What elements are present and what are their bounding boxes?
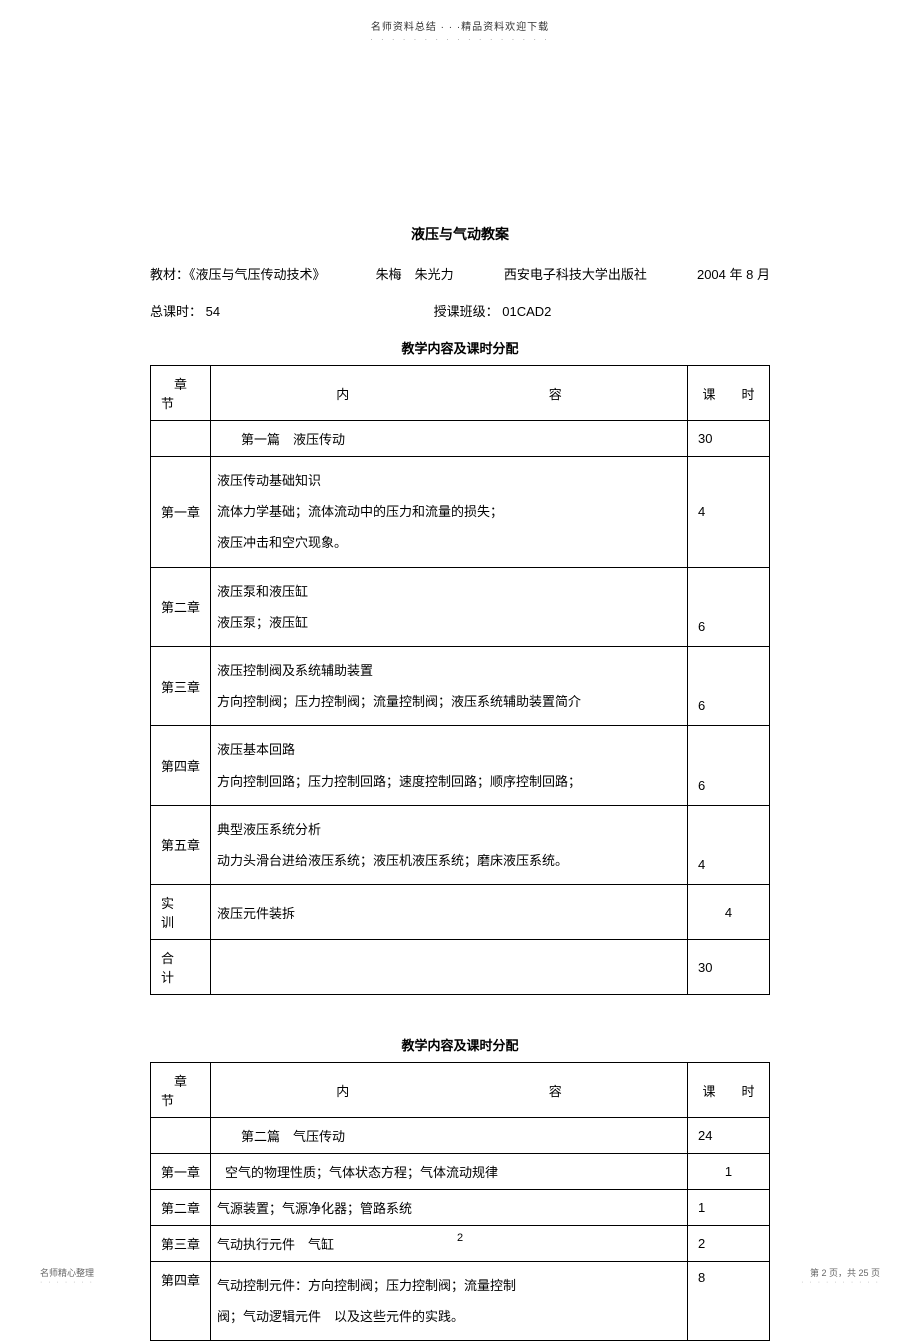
table1-ch1-title: 液压传动基础知识: [217, 465, 681, 496]
table1-ch5-detail: 动力头滑台进给液压系统；液压机液压系统；磨床液压系统。: [217, 845, 681, 876]
table1-header-hours: 课 时: [688, 366, 770, 421]
table1-practice-hours: 4: [688, 885, 770, 940]
footer-left-text: 名师精心整理: [40, 1266, 94, 1279]
footer-right: 第 2 页，共 25 页 · · · · · · · · · ·: [801, 1266, 880, 1286]
table2-part-chapter: [151, 1118, 211, 1154]
footer-right-dots: · · · · · · · · · ·: [801, 1279, 880, 1286]
table-row: 第三章 液压控制阀及系统辅助装置 方向控制阀；压力控制阀；流量控制阀；液压系统辅…: [151, 646, 770, 725]
textbook-label: 教材：《液压与气压传动技术》: [150, 264, 326, 283]
table2-ch2-hours: 1: [688, 1190, 770, 1226]
table2-ch4-content: 气动控制元件：方向控制阀；压力控制阀；流量控制 阀；气动逻辑元件 以及这些元件的…: [211, 1262, 688, 1341]
table-row: 第四章 气动控制元件：方向控制阀；压力控制阀；流量控制 阀；气动逻辑元件 以及这…: [151, 1262, 770, 1341]
authors: 朱梅 朱光力: [376, 264, 454, 283]
page-number: 2: [0, 1232, 920, 1244]
table2-header-content-left: 内: [238, 1081, 447, 1100]
table1-header-chapter: 章 节: [151, 366, 211, 421]
table1-practice-row: 实 训 液压元件装拆 4: [151, 885, 770, 940]
table1-ch2-content: 液压泵和液压缸 液压泵；液压缸: [211, 567, 688, 646]
table-row: 第四章 液压基本回路 方向控制回路；压力控制回路；速度控制回路；顺序控制回路； …: [151, 726, 770, 805]
table-row: 第二章 液压泵和液压缸 液压泵；液压缸 6: [151, 567, 770, 646]
table1-total-content: [211, 940, 688, 995]
table1-total-row: 合 计 30: [151, 940, 770, 995]
table1-ch5-title: 典型液压系统分析: [217, 814, 681, 845]
table2-ch2-chapter: 第二章: [151, 1190, 211, 1226]
footer-left-dots: · · · · · · ·: [40, 1279, 94, 1286]
header-dots: · · · · · · · · · · · · · · · · ·: [0, 35, 920, 44]
table1-ch1-content: 液压传动基础知识 流体力学基础；流体流动中的压力和流量的损失； 液压冲击和空穴现…: [211, 457, 688, 568]
table2-section-title: 教学内容及课时分配: [150, 1035, 770, 1054]
table1-total-hours: 30: [688, 940, 770, 995]
table1-ch1-detail2: 液压冲击和空穴现象。: [217, 527, 681, 558]
table2-ch4-line2: 阀；气动逻辑元件 以及这些元件的实践。: [217, 1301, 681, 1332]
table2-part-content: 第二篇 气压传动: [211, 1118, 688, 1154]
table1-ch1-detail: 流体力学基础；流体流动中的压力和流量的损失；: [217, 496, 681, 527]
table1-ch5-hours: 4: [688, 805, 770, 884]
table2-part-hours: 24: [688, 1118, 770, 1154]
table1-ch2-chapter: 第二章: [151, 567, 211, 646]
table1-ch4-detail: 方向控制回路；压力控制回路；速度控制回路；顺序控制回路；: [217, 766, 681, 797]
table2: 章 节 内 容 课 时 第二篇 气压传动 24 第一章 空气的物理性质；气体状态…: [150, 1062, 770, 1341]
table1-ch2-hours: 6: [688, 567, 770, 646]
table1-ch1-hours: 4: [688, 457, 770, 568]
table1-ch3-title: 液压控制阀及系统辅助装置: [217, 655, 681, 686]
table1-ch3-hours: 6: [688, 646, 770, 725]
table1-ch3-detail: 方向控制阀；压力控制阀；流量控制阀；液压系统辅助装置简介: [217, 686, 681, 717]
footer-left: 名师精心整理 · · · · · · ·: [40, 1266, 94, 1286]
table2-header-content: 内 容: [211, 1063, 688, 1118]
table1-header-row: 章 节 内 容 课 时: [151, 366, 770, 421]
table-row: 第二章 气源装置；气源净化器；管路系统 1: [151, 1190, 770, 1226]
table2-header-chapter: 章 节: [151, 1063, 211, 1118]
table1-ch2-title: 液压泵和液压缸: [217, 576, 681, 607]
table1-ch4-title: 液压基本回路: [217, 734, 681, 765]
table1-part-content: 第一篇 液压传动: [211, 421, 688, 457]
table-row: 第一章 空气的物理性质；气体状态方程；气体流动规律 1: [151, 1154, 770, 1190]
table2-ch4-chapter: 第四章: [151, 1262, 211, 1341]
doc-title: 液压与气动教案: [150, 224, 770, 244]
table1: 章 节 内 容 课 时 第一篇 液压传动 30 第一章 液压传动基础知识 流体力…: [150, 365, 770, 995]
table2-ch4-hours: 8: [688, 1262, 770, 1341]
publisher: 西安电子科技大学出版社: [504, 264, 647, 283]
table1-ch4-hours: 6: [688, 726, 770, 805]
table1-ch5-chapter: 第五章: [151, 805, 211, 884]
table1-practice-chapter: 实 训: [151, 885, 211, 940]
table2-ch2-content: 气源装置；气源净化器；管路系统: [211, 1190, 688, 1226]
footer-right-text: 第 2 页，共 25 页: [801, 1266, 880, 1279]
table2-ch1-chapter: 第一章: [151, 1154, 211, 1190]
hours-class-line: 总课时： 54 授课班级： 01CAD2: [150, 301, 770, 320]
table1-header-content-left: 内: [238, 384, 447, 403]
table1-ch3-content: 液压控制阀及系统辅助装置 方向控制阀；压力控制阀；流量控制阀；液压系统辅助装置简…: [211, 646, 688, 725]
table1-practice-content: 液压元件装拆: [211, 885, 688, 940]
table2-header-content-right: 容: [451, 1081, 660, 1100]
table1-total-chapter: 合 计: [151, 940, 211, 995]
table1-ch5-content: 典型液压系统分析 动力头滑台进给液压系统；液压机液压系统；磨床液压系统。: [211, 805, 688, 884]
pub-date: 2004 年 8 月: [697, 264, 770, 283]
header-small-text: 名师资料总结 · · ·精品资料欢迎下载: [0, 0, 920, 33]
table2-part-row: 第二篇 气压传动 24: [151, 1118, 770, 1154]
table1-section-title: 教学内容及课时分配: [150, 338, 770, 357]
table1-part-row: 第一篇 液压传动 30: [151, 421, 770, 457]
table2-ch1-content: 空气的物理性质；气体状态方程；气体流动规律: [211, 1154, 688, 1190]
main-content: 液压与气动教案 教材：《液压与气压传动技术》 朱梅 朱光力 西安电子科技大学出版…: [0, 44, 920, 1341]
table2-ch1-hours: 1: [688, 1154, 770, 1190]
table1-ch1-chapter: 第一章: [151, 457, 211, 568]
table1-ch4-chapter: 第四章: [151, 726, 211, 805]
table-row: 第一章 液压传动基础知识 流体力学基础；流体流动中的压力和流量的损失； 液压冲击…: [151, 457, 770, 568]
class-label: 授课班级： 01CAD2: [434, 304, 552, 319]
table2-header-hours: 课 时: [688, 1063, 770, 1118]
table1-ch2-detail: 液压泵；液压缸: [217, 607, 681, 638]
table2-header-row: 章 节 内 容 课 时: [151, 1063, 770, 1118]
table1-ch3-chapter: 第三章: [151, 646, 211, 725]
table1-part-chapter: [151, 421, 211, 457]
textbook-line: 教材：《液压与气压传动技术》 朱梅 朱光力 西安电子科技大学出版社 2004 年…: [150, 264, 770, 283]
table1-header-content: 内 容: [211, 366, 688, 421]
table1-part-hours: 30: [688, 421, 770, 457]
table1-header-content-right: 容: [451, 384, 660, 403]
table1-ch4-content: 液压基本回路 方向控制回路；压力控制回路；速度控制回路；顺序控制回路；: [211, 726, 688, 805]
table2-ch4-line1: 气动控制元件：方向控制阀；压力控制阀；流量控制: [217, 1270, 681, 1301]
table-row: 第五章 典型液压系统分析 动力头滑台进给液压系统；液压机液压系统；磨床液压系统。…: [151, 805, 770, 884]
total-hours: 总课时： 54: [150, 301, 430, 320]
